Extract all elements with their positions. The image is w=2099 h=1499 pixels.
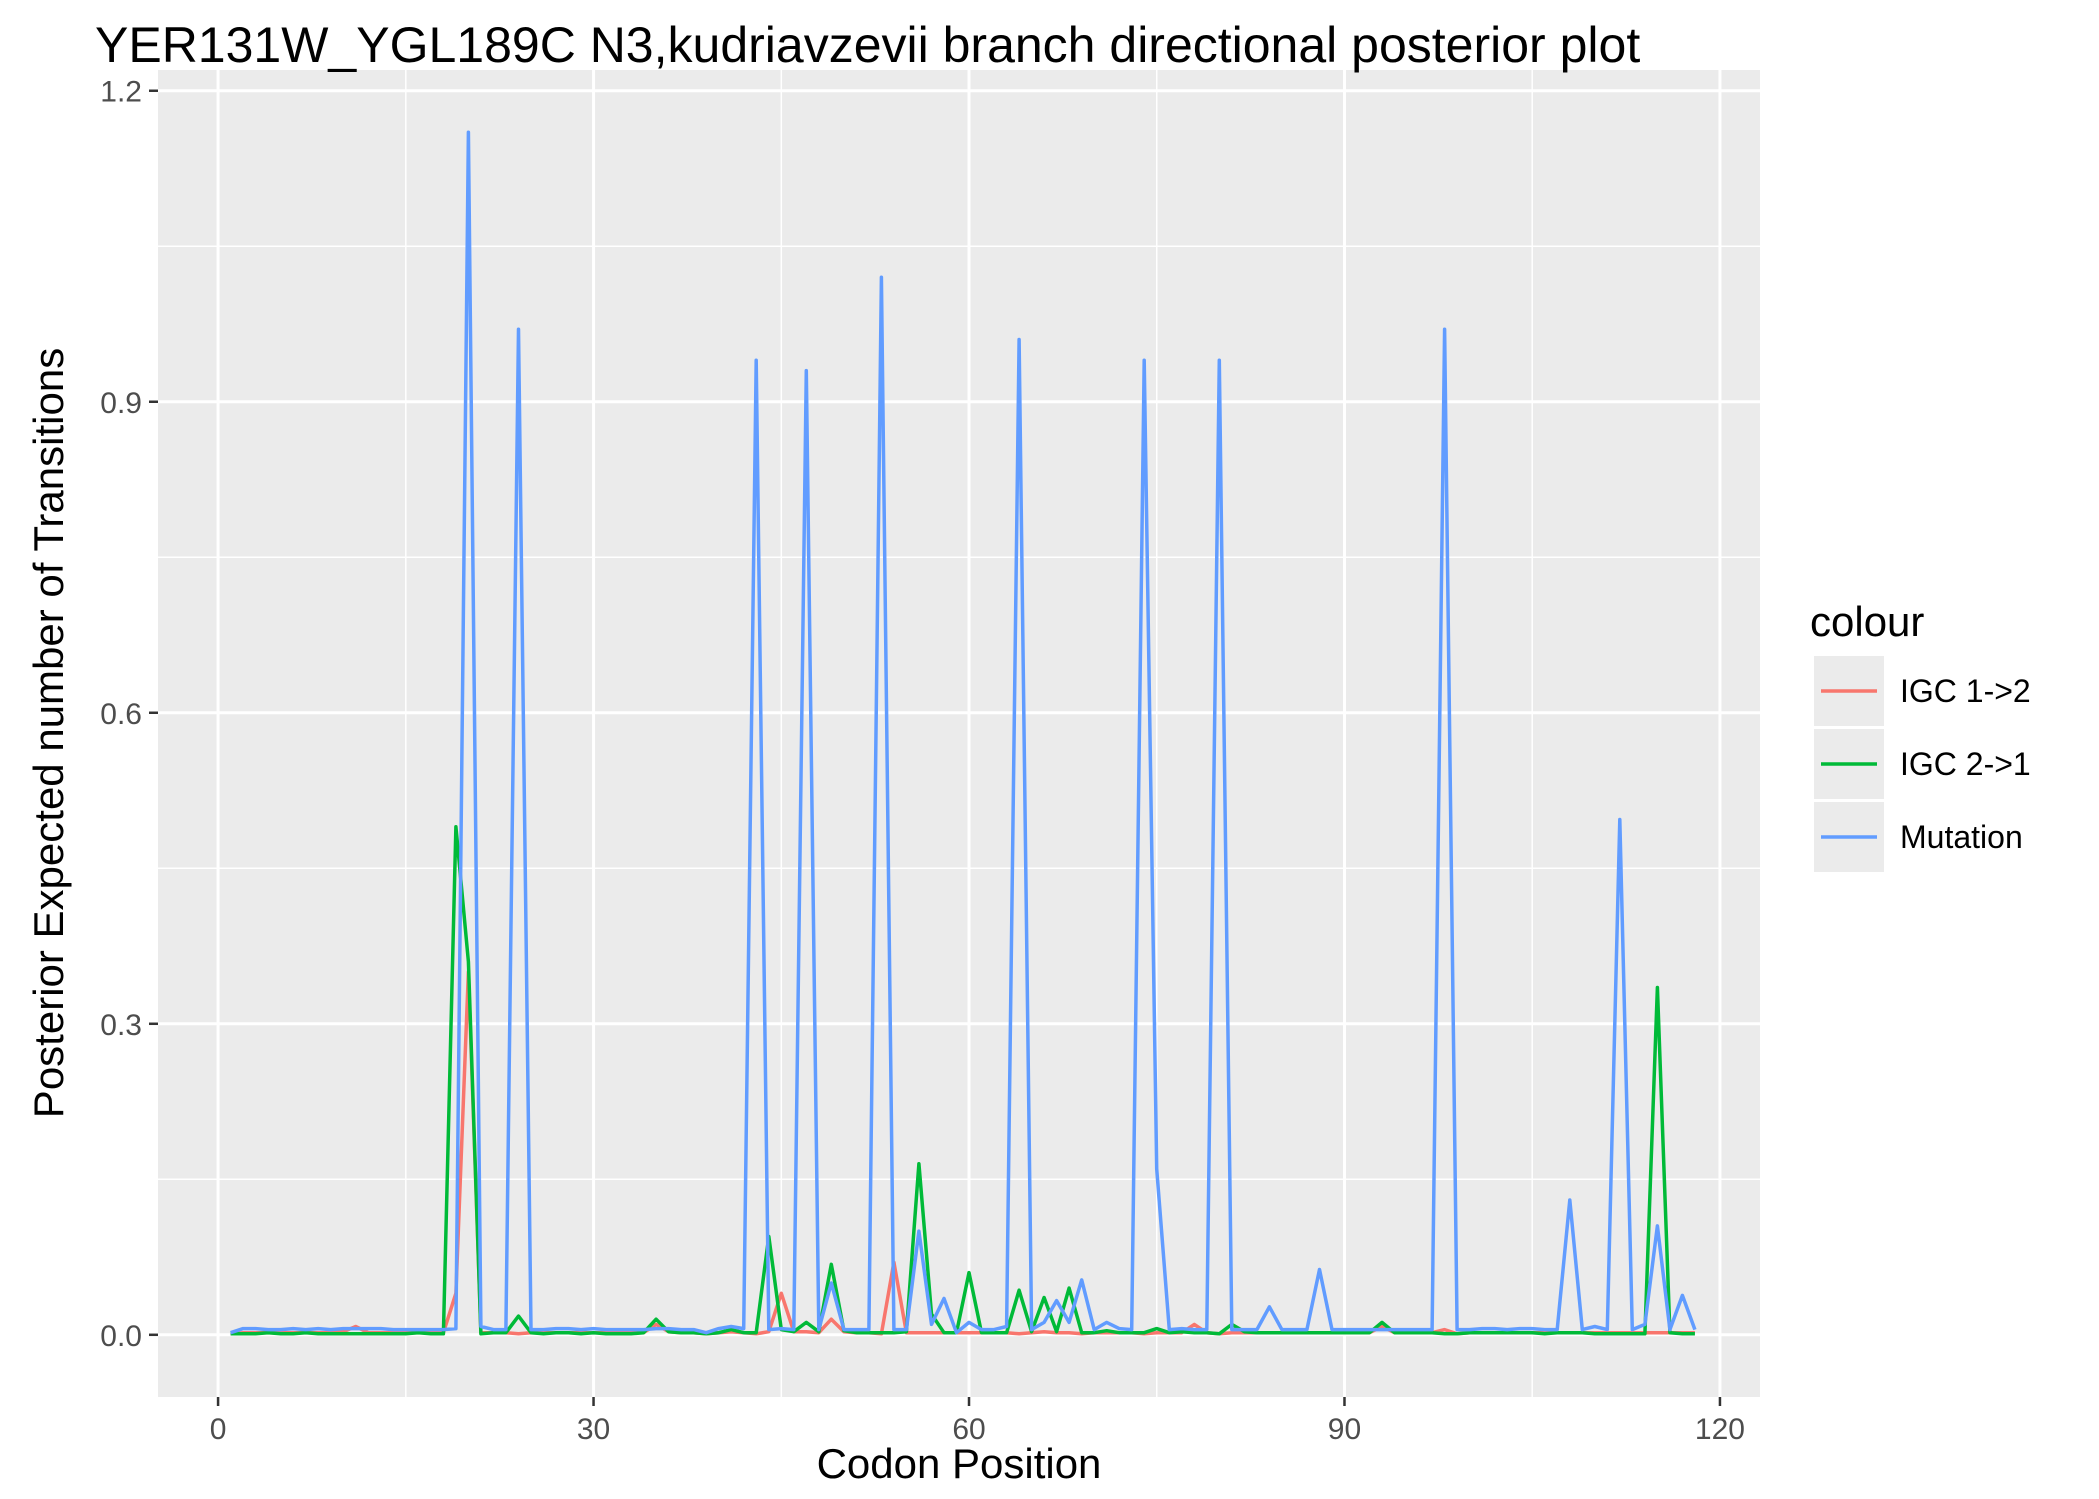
legend: colour IGC 1->2 IGC 2->1 Mutation [1810,598,2031,872]
chart-title: YER131W_YGL189C N3,kudriavzevii branch d… [95,17,1640,73]
y-tick-label: 0.9 [100,387,142,420]
x-axis-title: Codon Position [817,1440,1102,1487]
y-tick-label: 0.3 [100,1009,142,1042]
y-axis-title: Posterior Expected number of Transitions [25,348,72,1118]
y-tick-label: 1.2 [100,76,142,109]
x-tick-label: 60 [952,1413,985,1446]
series-lines [230,130,1697,1336]
axis-ticks: 0 30 60 90 120 0.0 0.3 0.6 0.9 1.2 [100,76,1745,1446]
legend-label: Mutation [1900,819,2023,855]
y-tick-label: 0.0 [100,1320,142,1353]
x-tick-label: 90 [1328,1413,1361,1446]
panel-background [158,70,1760,1397]
x-tick-label: 0 [210,1413,227,1446]
x-tick-label: 120 [1695,1413,1745,1446]
legend-title: colour [1810,598,1924,645]
legend-label: IGC 2->1 [1900,746,2031,782]
series-line-igc-2-1 [230,825,1695,1336]
series-line-mutation [230,130,1697,1335]
grid [158,70,1760,1397]
x-tick-label: 30 [577,1413,610,1446]
legend-label: IGC 1->2 [1900,673,2031,709]
y-tick-label: 0.6 [100,698,142,731]
